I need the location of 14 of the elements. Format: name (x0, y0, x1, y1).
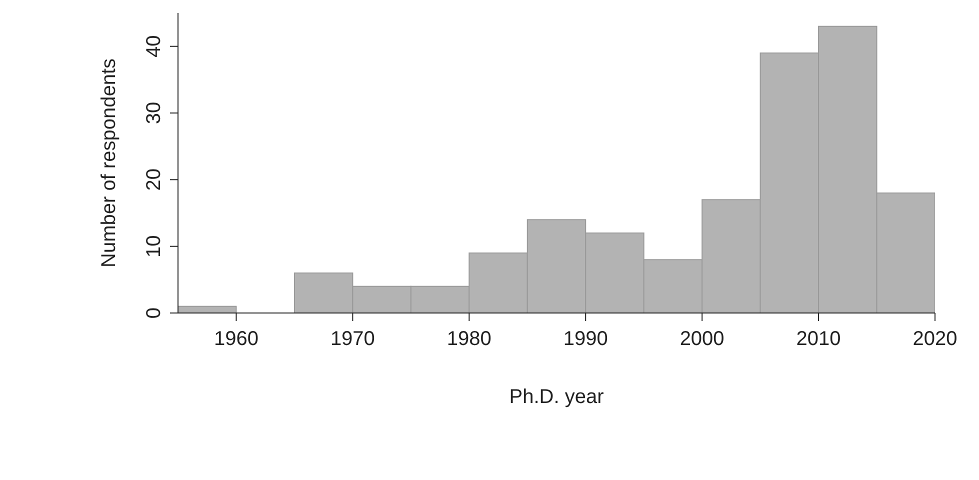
y-tick-label: 20 (143, 168, 165, 191)
x-tick-label: 2010 (796, 328, 841, 350)
x-axis-title: Ph.D. year (509, 386, 604, 408)
x-tick-label: 1990 (563, 328, 608, 350)
x-tick-label: 2020 (912, 328, 958, 350)
y-axis-title: Number of respondents (98, 58, 120, 268)
y-tick-label: 40 (143, 35, 165, 58)
y-tick-label: 0 (143, 307, 165, 319)
y-tick-label: 30 (143, 102, 165, 124)
x-tick-label: 1980 (446, 328, 492, 350)
x-tick-label: 1970 (330, 328, 375, 350)
x-tick-label: 1960 (214, 328, 258, 350)
y-tick-label: 10 (143, 235, 165, 258)
x-tick-label: 2000 (680, 328, 724, 350)
